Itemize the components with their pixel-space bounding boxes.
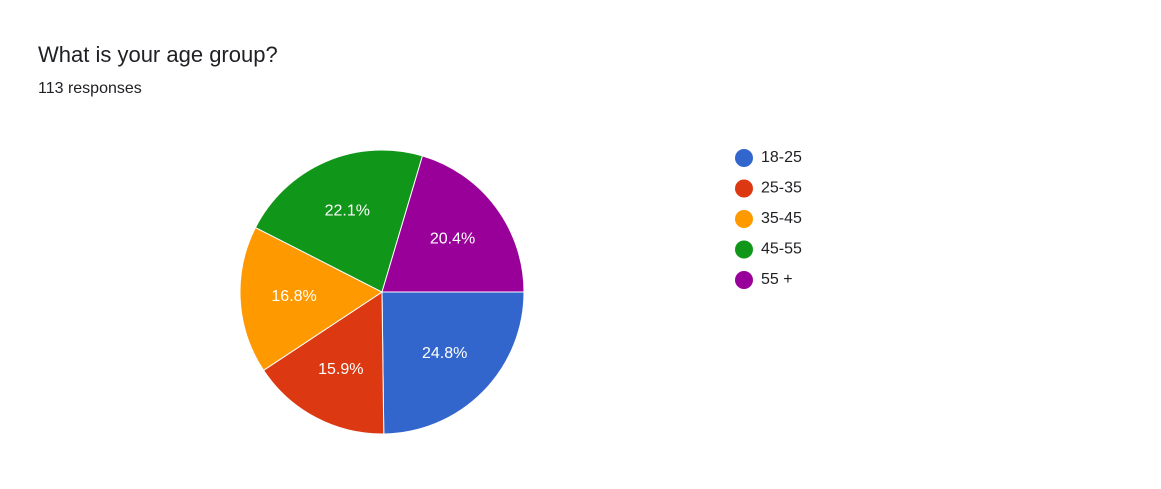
pie-slice [254,149,424,293]
legend-marker [735,210,753,228]
pie-slice [381,155,525,293]
legend-label: 35-45 [761,210,802,227]
legend-marker [735,179,753,198]
data-label: 15.9% [318,361,363,378]
pie-slice [381,291,525,435]
legend-marker [735,149,753,167]
legend-label: 25-35 [761,180,802,197]
legend-marker [735,271,753,289]
data-label: 22.1% [325,202,370,219]
legend-marker [735,240,753,259]
data-label: 16.8% [271,288,316,305]
legend-label: 55 + [761,271,793,288]
data-label: 24.8% [422,345,467,362]
chart-title: What is your age group? [38,42,278,67]
pie-slice [262,291,385,435]
pie-slice [239,226,383,372]
data-label: 20.4% [430,231,475,248]
legend-label: 45-55 [761,241,802,258]
chart-subtitle: 113 responses [38,80,142,97]
legend-label: 18-25 [761,149,802,166]
